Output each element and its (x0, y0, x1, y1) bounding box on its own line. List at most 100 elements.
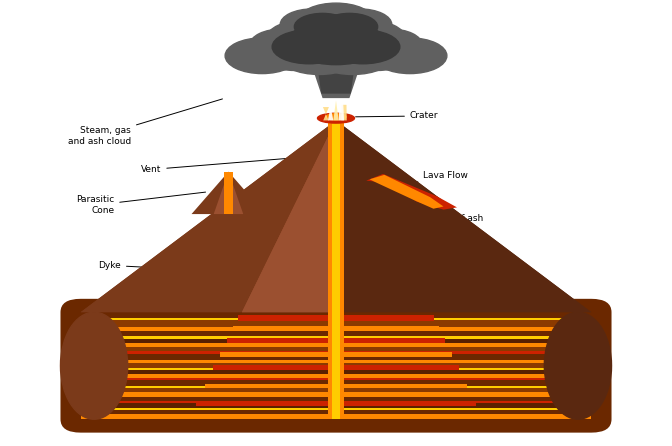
Text: Laccolith: Laccolith (417, 321, 464, 334)
Polygon shape (81, 380, 591, 386)
Polygon shape (81, 370, 591, 374)
Polygon shape (220, 352, 452, 357)
Ellipse shape (326, 30, 400, 64)
Polygon shape (114, 378, 558, 380)
Polygon shape (114, 354, 558, 360)
Text: Vent: Vent (141, 157, 313, 174)
Ellipse shape (250, 28, 341, 70)
Polygon shape (114, 408, 558, 410)
Polygon shape (242, 352, 430, 357)
Polygon shape (336, 120, 430, 312)
Ellipse shape (327, 20, 405, 56)
Polygon shape (81, 336, 591, 339)
Polygon shape (114, 392, 558, 397)
Polygon shape (81, 339, 591, 343)
Ellipse shape (312, 37, 393, 74)
Text: Crater: Crater (355, 112, 438, 120)
Polygon shape (87, 403, 585, 408)
Polygon shape (87, 318, 585, 320)
Ellipse shape (294, 13, 351, 40)
Polygon shape (192, 172, 265, 214)
Polygon shape (114, 368, 558, 370)
Ellipse shape (288, 20, 384, 65)
Polygon shape (205, 384, 467, 388)
Polygon shape (114, 403, 558, 408)
Polygon shape (114, 374, 558, 378)
Polygon shape (87, 374, 585, 378)
Polygon shape (87, 388, 585, 392)
Polygon shape (242, 338, 430, 343)
Polygon shape (114, 370, 558, 374)
Polygon shape (366, 174, 457, 210)
Polygon shape (81, 312, 591, 419)
Polygon shape (87, 401, 585, 403)
Polygon shape (81, 374, 591, 378)
Ellipse shape (331, 28, 422, 70)
Polygon shape (87, 386, 585, 388)
Polygon shape (87, 378, 585, 380)
FancyBboxPatch shape (60, 299, 612, 433)
Polygon shape (114, 397, 558, 401)
Polygon shape (87, 331, 585, 336)
Polygon shape (81, 403, 591, 408)
Text: Dyke: Dyke (98, 261, 236, 272)
Ellipse shape (267, 20, 345, 56)
Polygon shape (81, 386, 591, 388)
Polygon shape (81, 368, 591, 370)
Text: Layers of ash: Layers of ash (382, 214, 484, 223)
Text: Parasitic
Cone: Parasitic Cone (76, 192, 206, 215)
Polygon shape (242, 384, 430, 388)
Polygon shape (81, 318, 591, 320)
Ellipse shape (276, 19, 396, 70)
Polygon shape (341, 105, 347, 120)
Polygon shape (81, 397, 591, 401)
Ellipse shape (321, 13, 378, 40)
Ellipse shape (225, 38, 299, 74)
Polygon shape (87, 320, 585, 327)
Ellipse shape (544, 312, 612, 419)
Polygon shape (114, 386, 558, 388)
Polygon shape (81, 363, 591, 368)
Text: Sill: Sill (104, 319, 192, 345)
Polygon shape (81, 360, 591, 363)
Polygon shape (114, 360, 558, 363)
Polygon shape (87, 347, 585, 351)
Polygon shape (81, 120, 336, 312)
Polygon shape (114, 380, 558, 386)
Polygon shape (87, 408, 585, 410)
Polygon shape (81, 354, 591, 360)
Polygon shape (328, 114, 344, 419)
Polygon shape (87, 410, 585, 414)
Polygon shape (87, 397, 585, 401)
Polygon shape (87, 343, 585, 347)
Polygon shape (81, 378, 591, 380)
Ellipse shape (373, 38, 447, 74)
Polygon shape (81, 414, 591, 419)
Polygon shape (81, 392, 591, 397)
Polygon shape (114, 401, 558, 403)
Ellipse shape (279, 37, 360, 74)
Ellipse shape (327, 9, 392, 40)
Polygon shape (242, 365, 430, 370)
Polygon shape (333, 114, 339, 419)
Polygon shape (214, 172, 243, 214)
Polygon shape (226, 338, 446, 343)
Polygon shape (87, 360, 585, 363)
Ellipse shape (358, 29, 422, 60)
Polygon shape (81, 343, 591, 347)
Polygon shape (370, 175, 444, 209)
Polygon shape (214, 365, 458, 370)
Polygon shape (332, 116, 340, 419)
Ellipse shape (289, 10, 383, 53)
Polygon shape (87, 370, 585, 374)
Polygon shape (87, 363, 585, 368)
Text: Steam, gas
and ash cloud: Steam, gas and ash cloud (68, 99, 222, 146)
Polygon shape (87, 327, 585, 331)
Polygon shape (81, 410, 591, 414)
Polygon shape (114, 410, 558, 414)
Polygon shape (242, 315, 430, 321)
Polygon shape (336, 120, 430, 312)
Polygon shape (81, 347, 591, 351)
Polygon shape (87, 414, 585, 419)
Polygon shape (242, 402, 430, 406)
